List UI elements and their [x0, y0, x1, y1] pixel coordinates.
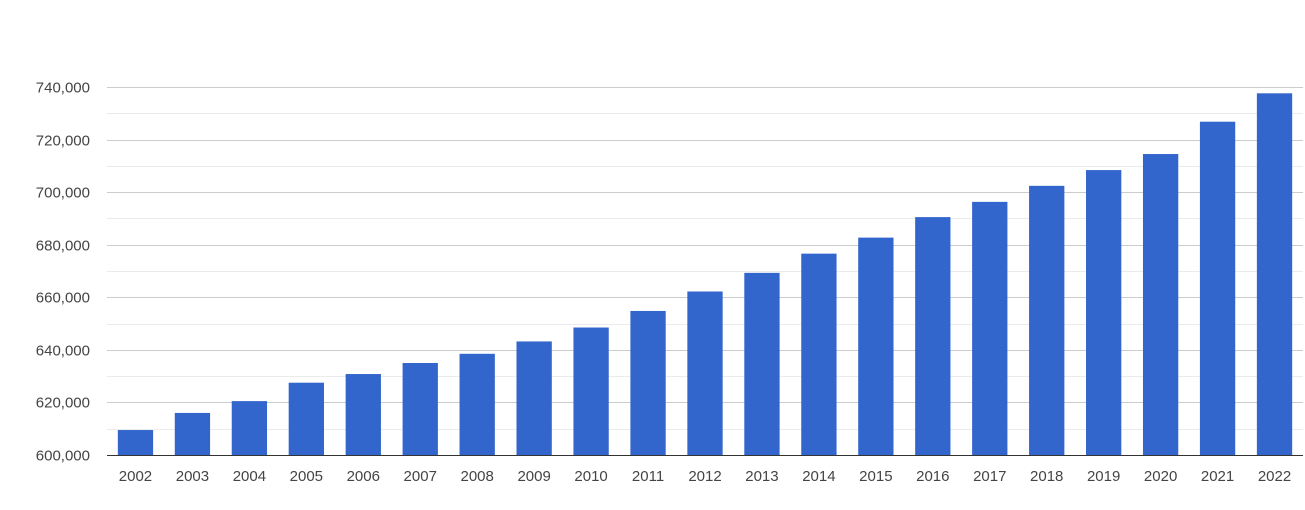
- y-tick-label: 740,000: [36, 80, 90, 97]
- bar-2021: [1199, 121, 1236, 455]
- x-tick-label: 2011: [632, 468, 664, 485]
- bar-2014: [801, 253, 837, 455]
- x-tick-label: 2010: [574, 468, 607, 485]
- x-tick-label: 2004: [233, 468, 266, 485]
- bar-2006: [345, 374, 381, 455]
- x-tick-label: 2003: [176, 468, 209, 485]
- x-tick-label: 2007: [404, 468, 437, 485]
- y-tick-label: 700,000: [36, 185, 90, 202]
- bar-2019: [1086, 170, 1122, 455]
- bar-2013: [744, 272, 780, 455]
- x-tick-label: 2012: [688, 468, 721, 485]
- x-tick-label: 2018: [1030, 468, 1063, 485]
- bar-2016: [915, 217, 951, 455]
- y-tick-label: 680,000: [36, 238, 90, 255]
- bar-2022: [1256, 93, 1293, 455]
- bar-2012: [687, 291, 723, 455]
- bar-2020: [1142, 154, 1179, 455]
- x-tick-label: 2002: [119, 468, 152, 485]
- bar-2007: [402, 363, 438, 455]
- bar-2004: [231, 401, 268, 455]
- x-tick-label: 2014: [802, 468, 835, 485]
- bars: [117, 93, 1293, 455]
- bar-2008: [459, 353, 495, 455]
- x-tick-label: 2013: [745, 468, 778, 485]
- bar-2015: [858, 237, 894, 455]
- bar-2003: [174, 412, 211, 455]
- bar-2009: [516, 341, 552, 455]
- x-tick-label: 2021: [1201, 468, 1234, 485]
- y-tick-label: 720,000: [36, 133, 90, 150]
- bar-2002: [117, 430, 154, 455]
- y-axis-ticks: 600,000 620,000 640,000 660,000 680,000 700,0…: [36, 80, 90, 465]
- y-tick-label: 620,000: [36, 395, 90, 412]
- bar-2010: [573, 327, 609, 455]
- bar-2011: [630, 310, 666, 455]
- y-tick-label: 640,000: [36, 343, 90, 360]
- x-tick-label: 2015: [859, 468, 892, 485]
- x-tick-label: 2006: [347, 468, 380, 485]
- bar-2018: [1029, 185, 1065, 455]
- x-tick-label: 2022: [1258, 468, 1291, 485]
- x-axis-ticks: 2002 2003 2004 2005 2006 2007 2008 2009 2010 2011…: [107, 455, 1303, 485]
- x-tick-label: 2016: [916, 468, 949, 485]
- bar-2005: [288, 382, 324, 455]
- x-tick-label: 2009: [517, 468, 550, 485]
- x-tick-label: 2019: [1087, 468, 1120, 485]
- bar-2017: [972, 201, 1008, 455]
- x-tick-label: 2017: [973, 468, 1006, 485]
- grid-lines: [107, 87, 1303, 430]
- x-tick-label: 2008: [461, 468, 494, 485]
- y-tick-label: 600,000: [36, 448, 90, 465]
- y-tick-label: 660,000: [36, 290, 90, 307]
- x-tick-label: 2020: [1144, 468, 1177, 485]
- x-tick-label: 2005: [290, 468, 323, 485]
